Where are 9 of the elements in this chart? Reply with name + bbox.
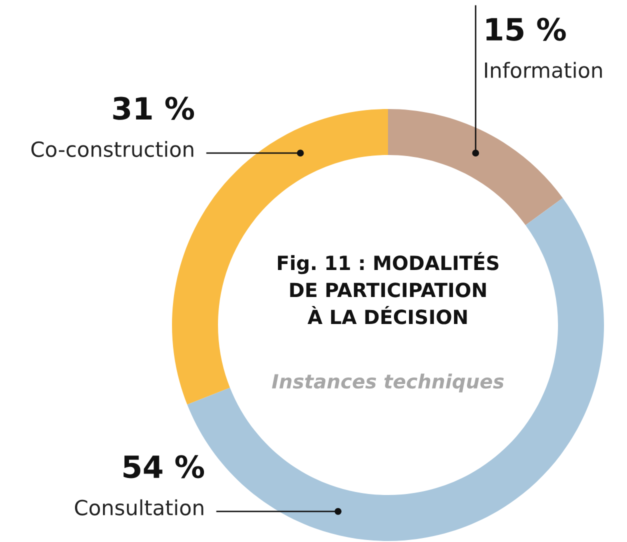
slice-label: Consultation — [74, 499, 204, 516]
text: Fig. 11 : MODALITÉS DE PARTICIPATION À LA DÉCISION — [278, 252, 498, 324]
slice-label: Information — [485, 62, 602, 78]
donut-slice — [388, 109, 563, 226]
text: Instances techniques — [272, 374, 504, 392]
data-label: 54 % — [124, 455, 204, 478]
data-label: 15 % — [486, 18, 566, 41]
slice-label: Co-construction — [31, 140, 194, 158]
data-label: 31 % — [113, 96, 194, 120]
